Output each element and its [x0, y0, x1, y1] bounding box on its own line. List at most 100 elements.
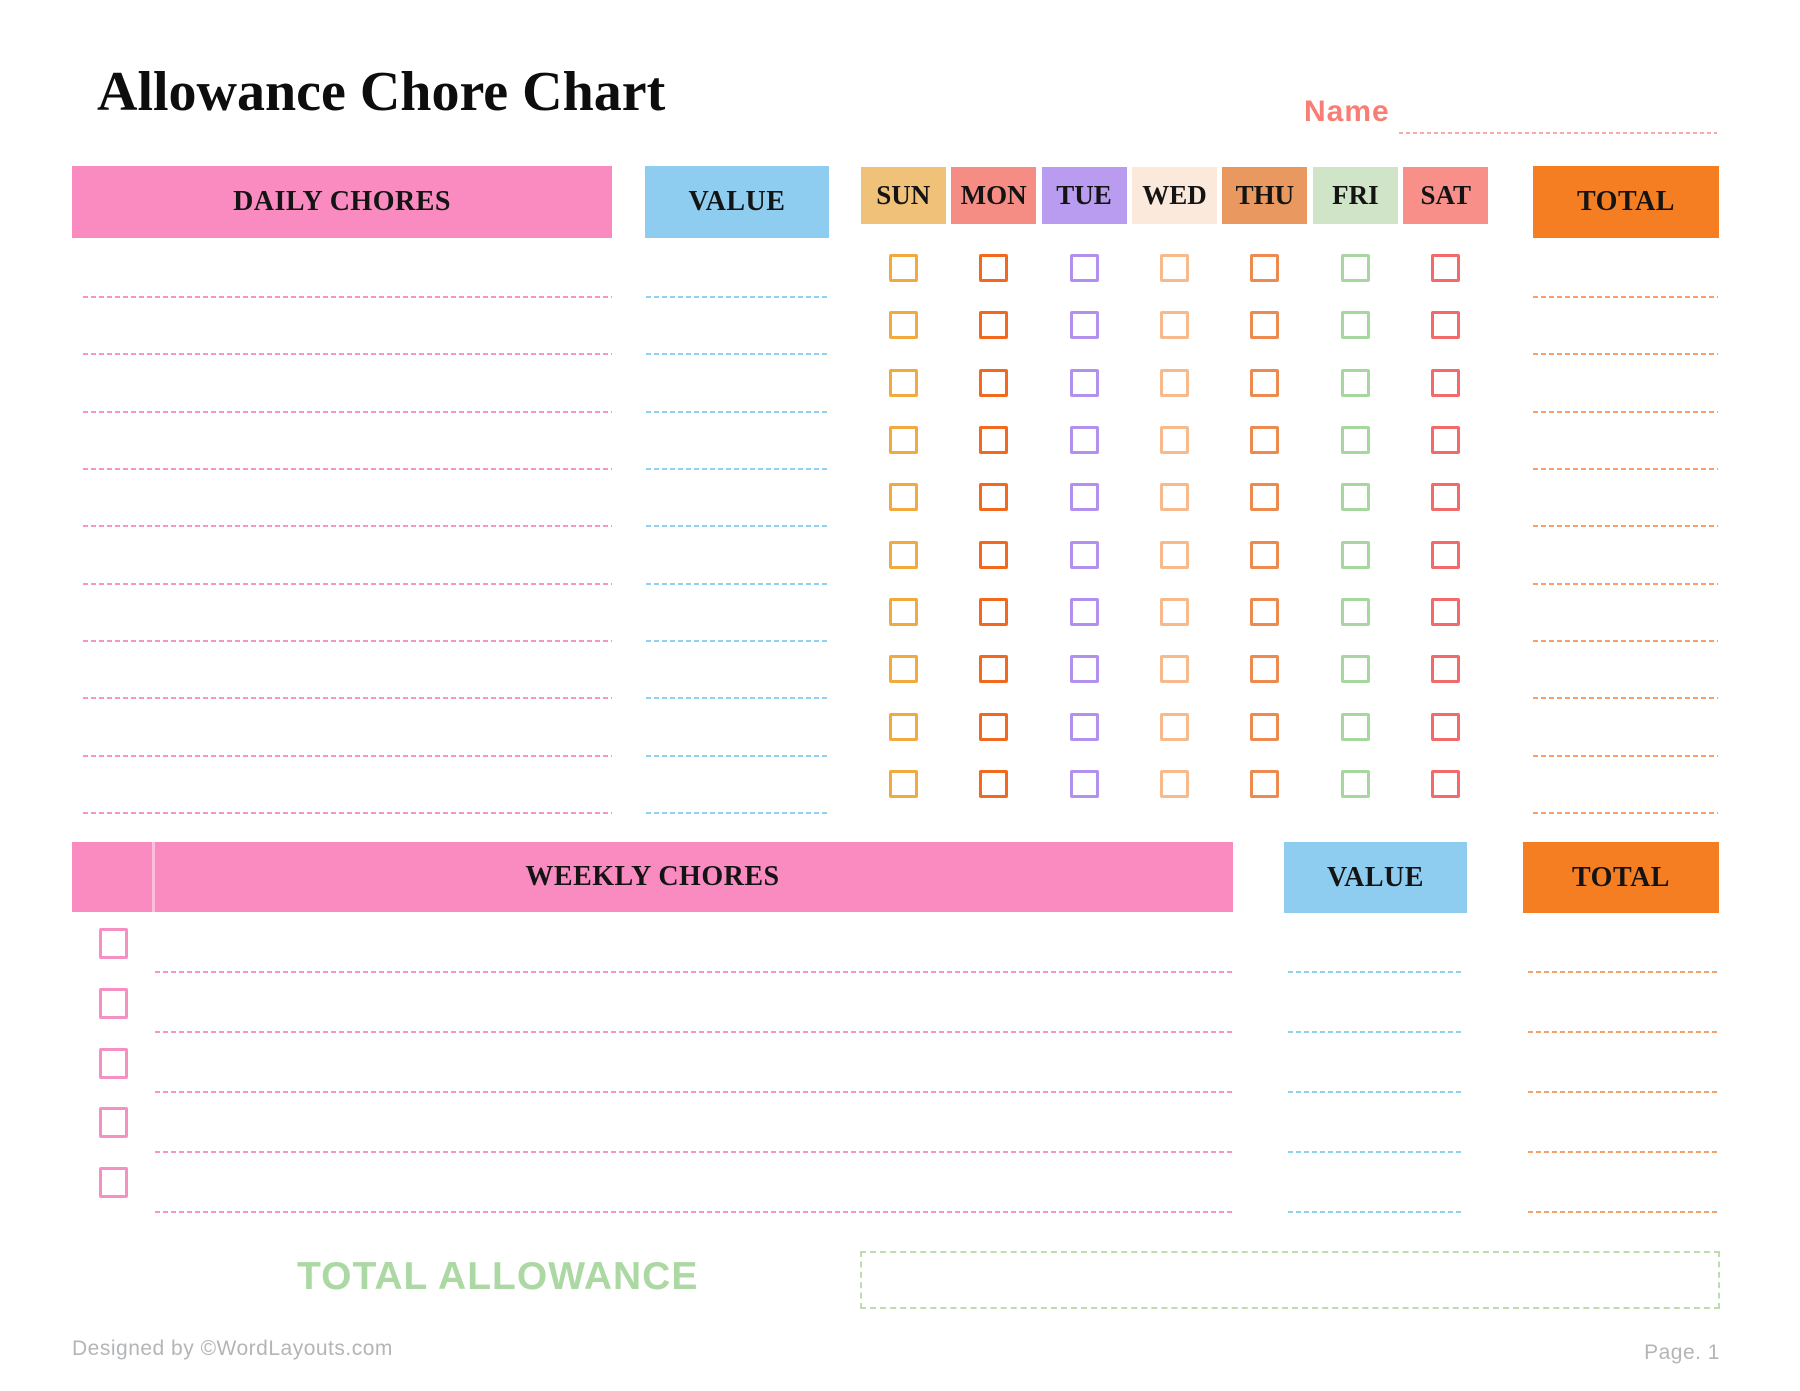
daily-checkbox-sun-row3[interactable] — [888, 368, 918, 397]
weekly-checkbox-row2[interactable] — [99, 987, 128, 1019]
daily-checkbox-mon-row10[interactable] — [979, 770, 1009, 799]
daily-checkbox-wed-row8[interactable] — [1159, 655, 1189, 684]
daily-total-input-line-row7[interactable] — [1533, 640, 1718, 643]
daily-checkbox-thu-row10[interactable] — [1250, 770, 1280, 799]
daily-checkbox-mon-row4[interactable] — [979, 426, 1009, 455]
daily-value-input-line-row6[interactable] — [646, 582, 828, 585]
daily-checkbox-fri-row2[interactable] — [1340, 311, 1370, 340]
name-input-line[interactable] — [1399, 132, 1717, 134]
daily-checkbox-sat-row6[interactable] — [1431, 540, 1461, 569]
daily-value-input-line-row9[interactable] — [646, 754, 828, 757]
daily-checkbox-sat-row2[interactable] — [1431, 311, 1461, 340]
daily-checkbox-tue-row6[interactable] — [1069, 540, 1099, 569]
daily-checkbox-wed-row4[interactable] — [1159, 426, 1189, 455]
daily-checkbox-wed-row10[interactable] — [1159, 770, 1189, 799]
daily-checkbox-tue-row5[interactable] — [1069, 483, 1099, 512]
weekly-value-input-line-row3[interactable] — [1288, 1091, 1462, 1093]
weekly-chore-input-line-row3[interactable] — [155, 1091, 1233, 1093]
daily-checkbox-tue-row10[interactable] — [1069, 770, 1099, 799]
daily-checkbox-thu-row2[interactable] — [1250, 311, 1280, 340]
daily-checkbox-sat-row5[interactable] — [1431, 483, 1461, 512]
daily-checkbox-tue-row7[interactable] — [1069, 598, 1099, 627]
daily-checkbox-sun-row2[interactable] — [888, 311, 918, 340]
daily-checkbox-sun-row4[interactable] — [888, 426, 918, 455]
daily-total-input-line-row9[interactable] — [1533, 754, 1718, 757]
weekly-chore-input-line-row2[interactable] — [155, 1031, 1233, 1033]
daily-checkbox-fri-row1[interactable] — [1340, 254, 1370, 282]
daily-value-input-line-row10[interactable] — [646, 812, 828, 815]
daily-chore-input-line-row9[interactable] — [83, 754, 612, 757]
daily-checkbox-mon-row9[interactable] — [979, 712, 1009, 741]
daily-value-input-line-row1[interactable] — [646, 296, 828, 298]
weekly-value-input-line-row4[interactable] — [1288, 1151, 1462, 1153]
daily-checkbox-tue-row4[interactable] — [1069, 426, 1099, 455]
daily-checkbox-mon-row7[interactable] — [979, 598, 1009, 627]
daily-checkbox-fri-row3[interactable] — [1340, 368, 1370, 397]
daily-checkbox-sun-row5[interactable] — [888, 483, 918, 512]
daily-checkbox-fri-row6[interactable] — [1340, 540, 1370, 569]
daily-checkbox-fri-row10[interactable] — [1340, 770, 1370, 799]
daily-checkbox-sat-row7[interactable] — [1431, 598, 1461, 627]
daily-checkbox-fri-row4[interactable] — [1340, 426, 1370, 455]
daily-checkbox-sun-row9[interactable] — [888, 712, 918, 741]
daily-value-input-line-row2[interactable] — [646, 353, 828, 356]
daily-value-input-line-row8[interactable] — [646, 697, 828, 700]
daily-checkbox-mon-row8[interactable] — [979, 655, 1009, 684]
daily-total-input-line-row4[interactable] — [1533, 468, 1718, 471]
daily-checkbox-wed-row7[interactable] — [1159, 598, 1189, 627]
daily-checkbox-mon-row1[interactable] — [979, 254, 1009, 282]
daily-checkbox-thu-row1[interactable] — [1250, 254, 1280, 282]
daily-total-input-line-row5[interactable] — [1533, 525, 1718, 528]
daily-chore-input-line-row5[interactable] — [83, 525, 612, 528]
weekly-chore-input-line-row5[interactable] — [155, 1211, 1233, 1213]
daily-chore-input-line-row6[interactable] — [83, 582, 612, 585]
daily-checkbox-mon-row3[interactable] — [979, 368, 1009, 397]
daily-checkbox-thu-row5[interactable] — [1250, 483, 1280, 512]
daily-checkbox-fri-row8[interactable] — [1340, 655, 1370, 684]
daily-checkbox-thu-row7[interactable] — [1250, 598, 1280, 627]
daily-checkbox-tue-row8[interactable] — [1069, 655, 1099, 684]
weekly-total-input-line-row2[interactable] — [1528, 1031, 1718, 1033]
weekly-checkbox-row5[interactable] — [99, 1167, 128, 1199]
weekly-value-input-line-row2[interactable] — [1288, 1031, 1462, 1033]
weekly-total-input-line-row1[interactable] — [1528, 971, 1718, 973]
daily-checkbox-sun-row10[interactable] — [888, 770, 918, 799]
daily-checkbox-wed-row9[interactable] — [1159, 712, 1189, 741]
daily-checkbox-wed-row2[interactable] — [1159, 311, 1189, 340]
weekly-chore-input-line-row4[interactable] — [155, 1151, 1233, 1153]
weekly-value-input-line-row1[interactable] — [1288, 971, 1462, 973]
daily-value-input-line-row5[interactable] — [646, 525, 828, 528]
daily-checkbox-wed-row1[interactable] — [1159, 254, 1189, 282]
daily-checkbox-thu-row6[interactable] — [1250, 540, 1280, 569]
daily-value-input-line-row7[interactable] — [646, 640, 828, 643]
daily-total-input-line-row2[interactable] — [1533, 353, 1718, 356]
daily-checkbox-sat-row10[interactable] — [1431, 770, 1461, 799]
weekly-chore-input-line-row1[interactable] — [155, 971, 1233, 973]
daily-checkbox-tue-row3[interactable] — [1069, 368, 1099, 397]
weekly-checkbox-row1[interactable] — [99, 928, 128, 959]
daily-checkbox-tue-row1[interactable] — [1069, 254, 1099, 282]
daily-checkbox-thu-row4[interactable] — [1250, 426, 1280, 455]
daily-checkbox-wed-row3[interactable] — [1159, 368, 1189, 397]
daily-checkbox-fri-row5[interactable] — [1340, 483, 1370, 512]
daily-value-input-line-row4[interactable] — [646, 468, 828, 471]
daily-total-input-line-row3[interactable] — [1533, 410, 1718, 413]
weekly-total-input-line-row3[interactable] — [1528, 1091, 1718, 1093]
daily-checkbox-sun-row8[interactable] — [888, 655, 918, 684]
daily-chore-input-line-row2[interactable] — [83, 353, 612, 356]
daily-total-input-line-row1[interactable] — [1533, 296, 1718, 298]
daily-checkbox-sun-row1[interactable] — [888, 254, 918, 282]
daily-checkbox-mon-row6[interactable] — [979, 540, 1009, 569]
weekly-value-input-line-row5[interactable] — [1288, 1211, 1462, 1213]
daily-checkbox-mon-row2[interactable] — [979, 311, 1009, 340]
daily-chore-input-line-row1[interactable] — [83, 296, 612, 298]
daily-checkbox-fri-row9[interactable] — [1340, 712, 1370, 741]
daily-checkbox-sat-row4[interactable] — [1431, 426, 1461, 455]
daily-checkbox-wed-row5[interactable] — [1159, 483, 1189, 512]
daily-total-input-line-row8[interactable] — [1533, 697, 1718, 700]
daily-total-input-line-row6[interactable] — [1533, 582, 1718, 585]
daily-checkbox-sat-row8[interactable] — [1431, 655, 1461, 684]
daily-checkbox-thu-row8[interactable] — [1250, 655, 1280, 684]
weekly-checkbox-row3[interactable] — [99, 1047, 128, 1079]
daily-chore-input-line-row3[interactable] — [83, 410, 612, 413]
